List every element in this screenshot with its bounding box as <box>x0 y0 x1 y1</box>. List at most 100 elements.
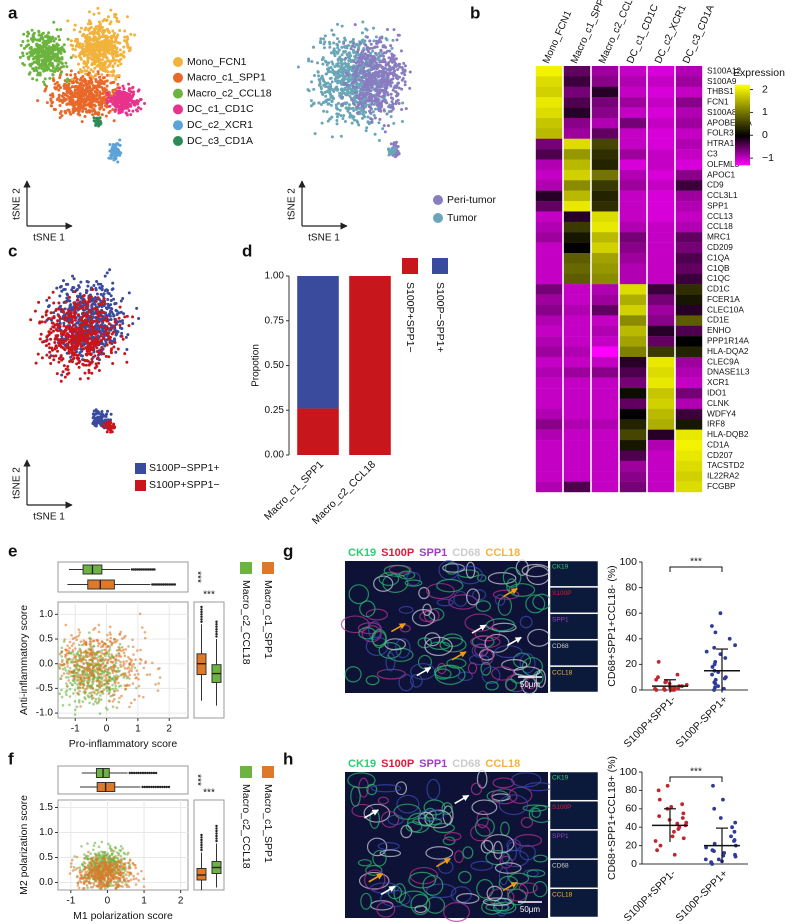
cell-point <box>89 99 93 103</box>
cell-point <box>68 299 72 303</box>
heatmap-cell <box>591 294 619 306</box>
cell-point <box>373 116 377 120</box>
cell-point <box>340 87 344 91</box>
cell-point <box>368 80 372 84</box>
cell-point <box>22 32 26 36</box>
heatmap-cell <box>619 398 647 410</box>
cell-point <box>85 41 89 45</box>
cell-point <box>79 56 83 60</box>
cell-point <box>394 62 398 66</box>
cell-point <box>377 121 381 125</box>
cell-point <box>90 360 94 364</box>
cell-point <box>121 337 125 341</box>
cell-point <box>403 73 407 77</box>
cell-point <box>137 316 141 320</box>
heatmap-cell <box>591 253 619 264</box>
cell-point <box>95 97 99 101</box>
cell-point <box>110 40 114 44</box>
cell-point <box>60 46 64 50</box>
cell-point <box>379 78 383 82</box>
cell-point <box>97 82 101 86</box>
cell-point <box>99 421 103 425</box>
heatmap-cell <box>619 315 647 326</box>
heatmap-cell <box>535 408 563 420</box>
cell-point <box>327 87 331 91</box>
cell-point <box>99 292 103 296</box>
cell-point <box>348 40 352 44</box>
cell-point <box>126 333 130 337</box>
cell-point <box>69 326 73 330</box>
cell-point <box>331 33 335 37</box>
cell-point <box>83 72 87 76</box>
cell-point <box>94 362 98 366</box>
cell-point <box>361 20 365 24</box>
cell-point <box>32 31 36 35</box>
heatmap-cell <box>619 408 647 420</box>
x-axis-label: tSNE 1 <box>33 233 65 244</box>
heatmap-cell <box>535 388 563 399</box>
cell-point <box>377 71 381 75</box>
cell-point <box>91 412 95 416</box>
cell-point <box>349 106 353 110</box>
heatmap-cell <box>675 367 703 378</box>
heatmap-cell <box>675 398 703 410</box>
legend-label: DC_c2_XCR1 <box>187 119 253 131</box>
heatmap-cell <box>563 97 591 108</box>
cell-point <box>125 97 129 101</box>
cell-point <box>390 46 394 50</box>
heatmap-cell <box>563 429 591 441</box>
cell-point <box>387 105 391 109</box>
cell-point <box>77 284 81 288</box>
heatmap-cell <box>675 138 703 150</box>
cell-point <box>105 91 109 95</box>
cell-point <box>50 62 54 66</box>
heatmap-cell <box>647 367 675 378</box>
cell-point <box>389 115 393 119</box>
heatmap-cell <box>591 76 619 87</box>
cell-point <box>76 112 80 116</box>
cell-point <box>79 81 83 85</box>
cell-point <box>373 71 377 75</box>
cell-point <box>70 85 74 89</box>
heatmap-cell <box>563 159 591 171</box>
heatmap-cell <box>535 180 563 191</box>
cell-point <box>51 73 55 77</box>
cell-point <box>62 329 66 333</box>
colorbar-title: Expression <box>733 67 785 79</box>
cell-point <box>370 99 374 103</box>
cell-point <box>355 50 359 54</box>
heatmap-cell <box>619 201 647 212</box>
cell-point <box>353 75 357 79</box>
cell-point <box>31 39 35 43</box>
cell-point <box>393 57 397 61</box>
cell-point <box>390 55 394 59</box>
point-cloud <box>64 675 68 679</box>
heatmap-cell <box>591 159 619 171</box>
cell-point <box>330 100 334 104</box>
cell-point <box>84 329 88 333</box>
cell-point <box>78 103 82 107</box>
legend-label: DC_c1_CD1C <box>187 103 254 115</box>
point-cloud <box>68 695 72 698</box>
heatmap-cell <box>675 190 703 202</box>
cell-point <box>372 39 376 43</box>
heatmap-cell <box>591 201 619 212</box>
cell-point <box>111 424 115 428</box>
cell-point <box>374 35 378 39</box>
cell-point <box>62 288 66 292</box>
cell-point <box>27 32 31 36</box>
cell-point <box>118 323 122 327</box>
cell-point <box>81 306 85 310</box>
cell-point <box>18 55 22 59</box>
cell-point <box>47 31 51 35</box>
cell-point <box>107 111 111 115</box>
legend-marker <box>433 195 443 205</box>
cell-point <box>83 51 87 55</box>
cell-point <box>90 49 94 53</box>
cell-point <box>111 149 115 153</box>
cell-point <box>362 66 366 70</box>
heatmap-cell <box>647 86 675 98</box>
gene-label: CCL18 <box>707 221 733 231</box>
bar-segment <box>349 276 391 455</box>
heatmap-cell <box>647 107 675 119</box>
